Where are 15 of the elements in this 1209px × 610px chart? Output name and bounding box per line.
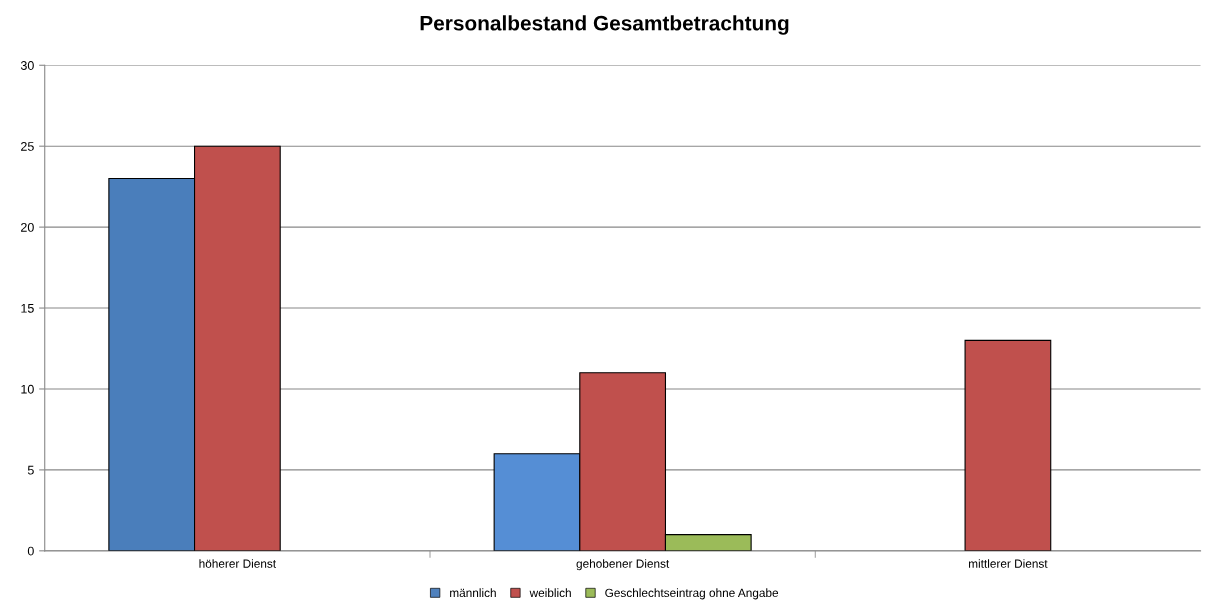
y-tick-label: 20 xyxy=(21,222,34,232)
bar xyxy=(964,339,1052,551)
chart-title: Personalbestand Gesamtbetrachtung xyxy=(420,15,789,35)
y-tick-label: 5 xyxy=(27,465,34,475)
x-tick-label: höherer Dienst xyxy=(199,559,276,568)
y-tick-label: 25 xyxy=(21,142,34,151)
y-tick-label: 30 xyxy=(20,61,34,70)
y-tick-label: 10 xyxy=(21,384,34,394)
legend-label: Geschlechtseintrag ohne Angabe xyxy=(605,588,779,600)
y-tick-label: 0 xyxy=(27,546,34,556)
y-tick-label: 15 xyxy=(21,303,34,313)
x-tick-label: mittlerer Dienst xyxy=(969,559,1048,568)
legend-label: weiblich xyxy=(529,588,571,598)
legend-label: männlich xyxy=(450,588,496,598)
x-tick-label: gehobener Dienst xyxy=(576,559,670,571)
